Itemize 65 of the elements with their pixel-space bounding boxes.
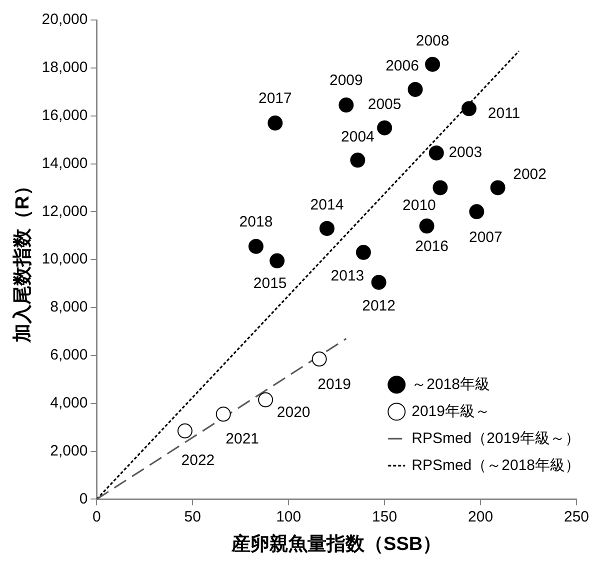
y-tick-label: 2,000 — [50, 442, 88, 460]
annotation: 2021 — [226, 430, 260, 448]
annotation: 2016 — [415, 238, 448, 256]
y-tick-label: 4,000 — [50, 394, 88, 412]
point — [268, 116, 283, 131]
x-axis-title: 産卵親魚量指数（SSB） — [230, 532, 442, 555]
legend-label: RPSmed（～2018年級） — [412, 456, 580, 474]
annotation: 2019 — [318, 376, 351, 394]
legend-label: ～2018年級 — [412, 376, 490, 393]
point — [350, 152, 366, 168]
point — [177, 423, 192, 438]
y-tick-label: 0 — [79, 490, 88, 508]
point — [408, 82, 423, 97]
annotation: 2015 — [253, 274, 287, 292]
point — [319, 220, 334, 236]
point — [356, 244, 371, 260]
annotation: 2006 — [386, 58, 419, 75]
annotation: 2003 — [448, 144, 482, 162]
legend-label: RPSmed（2019年級～） — [412, 430, 580, 447]
point — [425, 56, 440, 72]
annotation: 2012 — [362, 298, 396, 315]
annotation: 2009 — [329, 72, 363, 90]
annotation: 2014 — [310, 196, 344, 214]
x-tick-label: 200 — [468, 508, 494, 526]
point — [432, 180, 448, 196]
x-tick-label: 150 — [372, 508, 398, 526]
annotation: 2011 — [488, 104, 520, 122]
annotation: 2017 — [258, 90, 292, 108]
y-tick-label: 12,000 — [42, 202, 88, 220]
point — [216, 406, 231, 422]
point — [377, 120, 392, 136]
annotation: 2004 — [341, 128, 374, 146]
point — [338, 98, 354, 113]
annotation: 2022 — [181, 452, 215, 470]
annotation: 2018 — [239, 214, 273, 231]
y-tick-label: 6,000 — [50, 346, 88, 364]
legend-label: 2019年級～ — [412, 402, 490, 420]
y-axis-title: 加入尾数指数（R） — [12, 176, 34, 344]
point — [258, 392, 274, 408]
x-tick-label: 0 — [92, 508, 101, 526]
point — [312, 352, 327, 367]
x-tick-label: 100 — [276, 508, 302, 526]
point — [248, 238, 264, 254]
point — [428, 145, 444, 160]
y-tick-label: 16,000 — [42, 106, 88, 124]
annotation: 2008 — [416, 32, 450, 50]
point — [371, 274, 386, 290]
annotation: 2013 — [330, 268, 364, 285]
annotation: 2005 — [368, 96, 402, 113]
annotation: 2010 — [402, 196, 436, 214]
annotation: 2002 — [513, 166, 546, 183]
point — [270, 253, 285, 268]
point — [490, 180, 506, 196]
point — [462, 101, 477, 116]
x-tick-label: 50 — [184, 508, 201, 526]
y-tick-label: 10,000 — [42, 250, 88, 268]
annotation: 2007 — [469, 228, 502, 246]
annotation: 2020 — [276, 404, 310, 421]
point — [419, 218, 434, 234]
y-tick-label: 20,000 — [42, 11, 88, 28]
y-tick-label: 18,000 — [42, 59, 88, 76]
y-tick-label: 8,000 — [50, 298, 88, 316]
x-tick-label: 250 — [564, 508, 589, 526]
y-tick-label: 14,000 — [42, 154, 88, 172]
point — [469, 204, 484, 220]
